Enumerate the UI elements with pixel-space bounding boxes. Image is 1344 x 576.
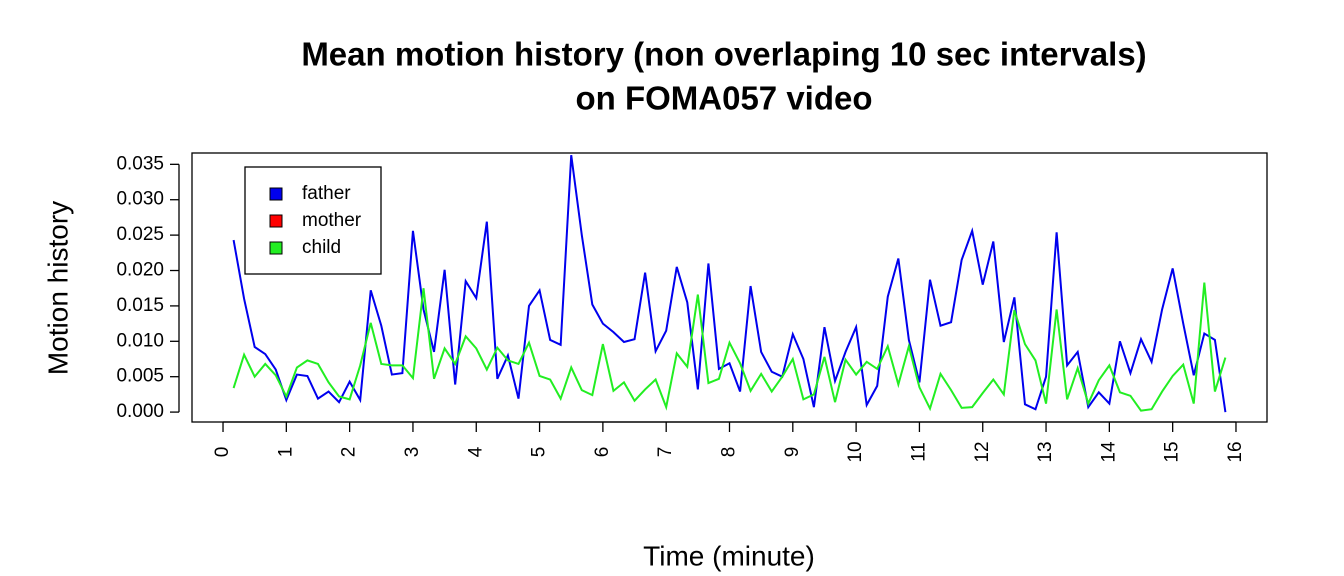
y-tick-label: 0.030 xyxy=(116,189,164,210)
x-tick-label: 8 xyxy=(719,447,740,458)
x-tick-label: 3 xyxy=(402,447,423,458)
legend-swatch xyxy=(269,241,283,255)
y-tick-label: 0.005 xyxy=(116,366,164,387)
y-tick-label: 0.000 xyxy=(116,401,164,422)
x-tick-label: 16 xyxy=(1225,441,1246,462)
legend-label: child xyxy=(302,237,341,258)
x-tick-label: 1 xyxy=(275,447,296,458)
x-tick-label: 2 xyxy=(339,447,360,458)
x-tick-label: 7 xyxy=(655,447,676,458)
y-axis-label: Motion history xyxy=(42,201,73,375)
legend-label: mother xyxy=(302,210,362,231)
chart-title: on FOMA057 video xyxy=(575,80,872,117)
x-tick-label: 5 xyxy=(529,447,550,458)
y-tick-label: 0.015 xyxy=(116,295,164,316)
x-tick-label: 9 xyxy=(782,447,803,458)
y-tick-label: 0.035 xyxy=(116,153,164,174)
x-axis-label: Time (minute) xyxy=(643,540,815,571)
x-tick-label: 12 xyxy=(972,441,993,462)
legend-swatch xyxy=(269,214,283,228)
x-tick-label: 4 xyxy=(465,446,486,457)
legend-box xyxy=(244,166,382,275)
legend-swatch xyxy=(269,187,283,201)
x-tick-label: 10 xyxy=(845,441,866,462)
y-tick-label: 0.010 xyxy=(116,330,164,351)
y-tick-label: 0.025 xyxy=(116,224,164,245)
data-line xyxy=(232,154,1227,413)
x-tick-label: 14 xyxy=(1098,441,1119,463)
x-tick-label: 6 xyxy=(592,447,613,458)
x-tick-label: 0 xyxy=(212,447,233,458)
y-tick-label: 0.020 xyxy=(116,260,164,281)
data-line xyxy=(232,282,1227,412)
legend-label: father xyxy=(302,183,351,204)
x-tick-label: 15 xyxy=(1162,441,1183,462)
x-tick-label: 13 xyxy=(1035,441,1056,462)
x-tick-label: 11 xyxy=(908,442,929,462)
chart-title: Mean motion history (non overlaping 10 s… xyxy=(301,36,1146,73)
